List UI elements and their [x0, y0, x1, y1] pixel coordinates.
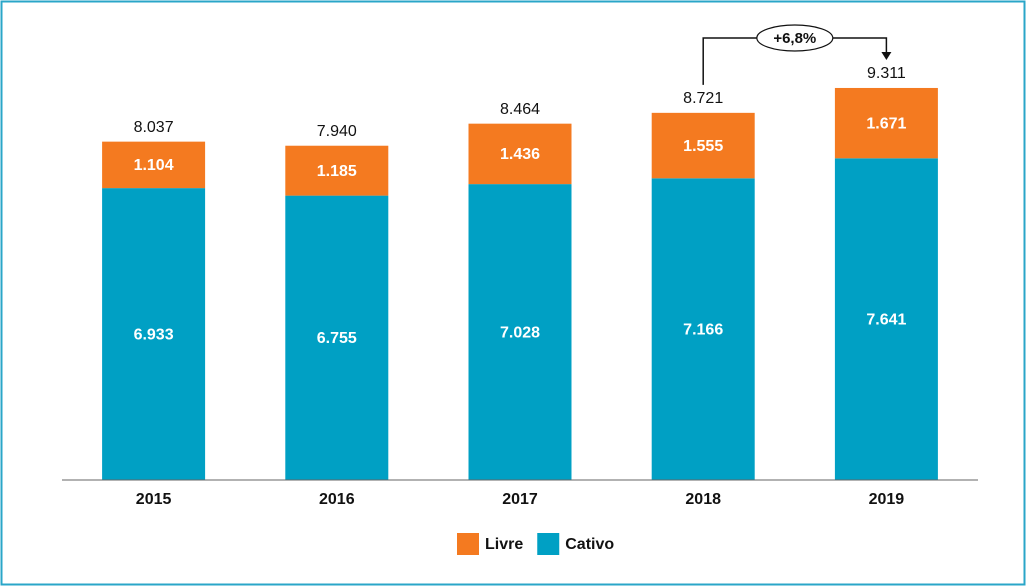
value-label: 7.028 [500, 324, 540, 341]
annotation-text: +6,8% [773, 30, 816, 47]
legend-swatch [457, 533, 479, 555]
bar-segment [285, 145, 389, 196]
bar-segment [468, 184, 572, 480]
value-label: 1.671 [866, 115, 906, 132]
value-label: 1.436 [500, 146, 540, 163]
total-label: 7.940 [317, 123, 357, 140]
value-label: 7.166 [683, 321, 723, 338]
x-tick-label: 2015 [136, 491, 172, 508]
value-label: 1.104 [134, 157, 174, 174]
legend-swatch [537, 533, 560, 555]
x-tick-label: 2018 [685, 491, 721, 508]
legend-label: Livre [485, 536, 523, 553]
value-label: 1.185 [317, 163, 357, 180]
x-tick-label: 2019 [869, 491, 905, 508]
x-tick-label: 2016 [319, 491, 355, 508]
bar-segment [102, 141, 206, 189]
bar-segment [651, 178, 755, 480]
value-label: 1.555 [683, 138, 723, 155]
bar-segment [285, 195, 389, 480]
annotation-arrowhead [881, 52, 892, 61]
total-label: 9.311 [867, 65, 906, 82]
annotation-bubble [756, 24, 834, 52]
bar-segment [102, 188, 206, 480]
bar-segment [651, 112, 755, 179]
total-label: 8.721 [683, 90, 723, 107]
value-label: 7.641 [866, 311, 906, 328]
value-label: 6.755 [317, 330, 357, 347]
bar-segment [834, 87, 938, 159]
value-label: 6.933 [134, 326, 174, 343]
x-tick-label: 2017 [502, 491, 538, 508]
bar-segment [834, 158, 938, 480]
total-label: 8.464 [500, 101, 540, 118]
bar-segment [468, 123, 572, 185]
total-label: 8.037 [134, 119, 174, 136]
legend-label: Cativo [565, 536, 614, 553]
